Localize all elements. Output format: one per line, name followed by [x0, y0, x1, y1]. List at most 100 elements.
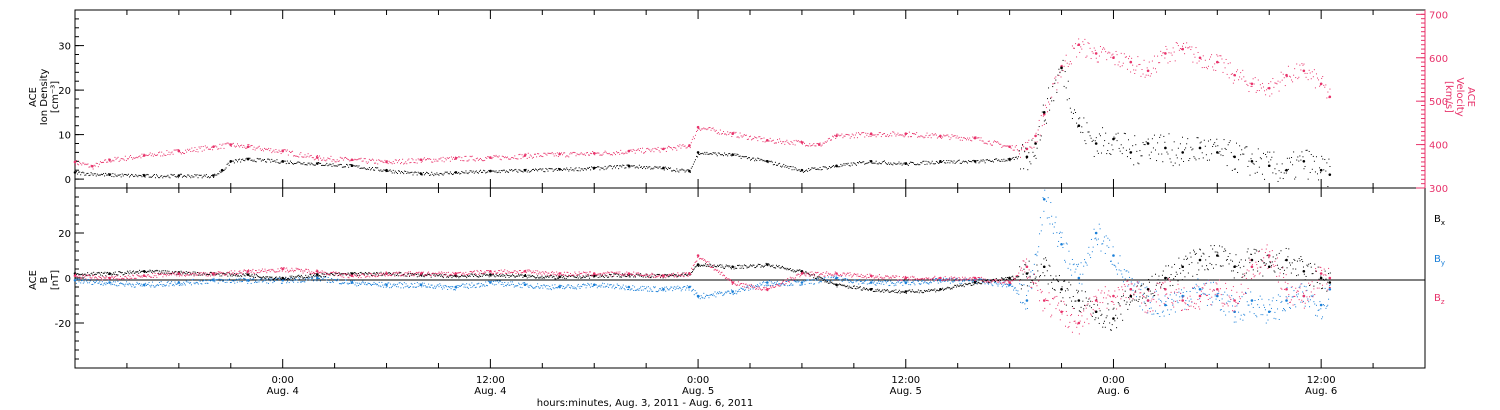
data-mark-velocity	[1230, 73, 1232, 75]
data-mark-velocity	[245, 147, 247, 149]
data-mark-bx	[464, 275, 466, 277]
data-mark-ion-density	[420, 174, 422, 176]
data-mark-by	[370, 284, 372, 286]
data-mark-by	[334, 279, 336, 281]
data-mark-bx	[111, 274, 113, 276]
data-mark-bx	[214, 272, 216, 274]
data-mark-by	[297, 281, 299, 283]
data-point-by	[1285, 299, 1288, 302]
data-mark-ion-density	[536, 169, 538, 171]
data-mark-velocity	[984, 142, 986, 144]
data-mark-bx	[193, 274, 195, 276]
data-mark-bx	[660, 274, 662, 276]
data-mark-velocity	[618, 151, 620, 153]
data-mark-by	[351, 280, 353, 282]
data-mark-by	[906, 280, 908, 282]
data-mark-by	[1015, 289, 1017, 291]
data-mark-ion-density	[578, 167, 580, 169]
data-mark-by	[337, 278, 339, 280]
data-mark-velocity	[420, 161, 422, 163]
data-mark-by	[493, 284, 495, 286]
data-mark-by	[512, 284, 514, 286]
data-mark-by	[681, 288, 683, 290]
data-mark-by	[312, 280, 314, 282]
data-mark-velocity	[999, 143, 1001, 145]
data-mark-by	[1082, 273, 1084, 275]
data-mark-by	[511, 283, 513, 285]
data-mark-by	[610, 284, 612, 286]
data-mark-by	[1076, 264, 1078, 266]
data-mark-by	[635, 289, 637, 291]
data-mark-velocity	[207, 148, 209, 150]
data-mark-by	[200, 283, 202, 285]
data-mark-by	[658, 289, 660, 291]
data-mark-by	[1143, 301, 1145, 303]
data-mark-velocity	[1103, 47, 1105, 49]
data-mark-by	[1329, 284, 1331, 286]
data-mark-bx	[612, 276, 614, 278]
data-mark-ion-density	[283, 160, 285, 162]
data-mark-velocity	[1187, 47, 1189, 49]
data-mark-bx	[425, 274, 427, 276]
data-mark-by	[605, 285, 607, 287]
data-mark-velocity	[231, 143, 233, 145]
data-mark-by	[759, 282, 761, 284]
data-mark-by	[515, 285, 517, 287]
data-mark-by	[468, 283, 470, 285]
data-mark-bx	[615, 273, 617, 275]
data-mark-by	[179, 283, 181, 285]
data-mark-velocity	[969, 137, 971, 139]
data-mark-by	[184, 283, 186, 285]
data-mark-bx	[116, 274, 118, 276]
data-mark-velocity	[160, 155, 162, 157]
data-mark-by	[1258, 306, 1260, 308]
data-mark-ion-density	[429, 174, 431, 176]
data-mark-ion-density	[1132, 145, 1134, 147]
data-mark-by	[757, 285, 759, 287]
data-mark-ion-density	[801, 169, 803, 171]
data-mark-velocity	[1084, 38, 1086, 40]
data-mark-ion-density	[274, 160, 276, 162]
data-mark-by	[518, 283, 520, 285]
data-mark-velocity	[1156, 71, 1158, 73]
data-mark-velocity	[1197, 51, 1199, 53]
data-mark-by	[1121, 273, 1123, 275]
data-mark-velocity	[800, 140, 802, 142]
data-mark-ion-density	[663, 169, 665, 171]
data-mark-ion-density	[178, 174, 180, 176]
data-mark-by	[135, 283, 137, 285]
data-mark-bx	[276, 278, 278, 280]
data-mark-ion-density	[978, 162, 980, 164]
data-mark-ion-density	[606, 167, 608, 169]
data-mark-ion-density	[980, 159, 982, 161]
data-mark-velocity	[1164, 57, 1166, 59]
data-mark-by	[1272, 297, 1274, 299]
data-mark-by	[613, 284, 615, 286]
data-mark-bx	[408, 273, 410, 275]
data-mark-by	[1002, 284, 1004, 286]
data-mark-ion-density	[472, 170, 474, 172]
data-mark-ion-density	[145, 174, 147, 176]
data-mark-ion-density	[703, 153, 705, 155]
data-mark-by	[1264, 306, 1266, 308]
data-mark-by	[350, 280, 352, 282]
data-mark-by	[1012, 285, 1014, 287]
data-mark-velocity	[238, 145, 240, 147]
data-mark-ion-density	[1121, 153, 1123, 155]
data-mark-velocity	[341, 157, 343, 159]
data-mark-by	[643, 286, 645, 288]
data-mark-by	[401, 283, 403, 285]
data-mark-ion-density	[986, 158, 988, 160]
data-mark-velocity	[671, 147, 673, 149]
data-mark-velocity	[115, 158, 117, 160]
data-mark-by	[1274, 311, 1276, 313]
data-mark-velocity	[883, 133, 885, 135]
data-mark-velocity	[300, 152, 302, 154]
data-mark-ion-density	[804, 171, 805, 173]
data-mark-velocity	[472, 159, 474, 161]
data-mark-velocity	[1053, 83, 1055, 85]
data-mark-bx	[469, 275, 471, 277]
data-mark-ion-density	[1045, 122, 1047, 124]
data-mark-by	[1044, 189, 1046, 191]
data-mark-by	[1120, 270, 1122, 272]
